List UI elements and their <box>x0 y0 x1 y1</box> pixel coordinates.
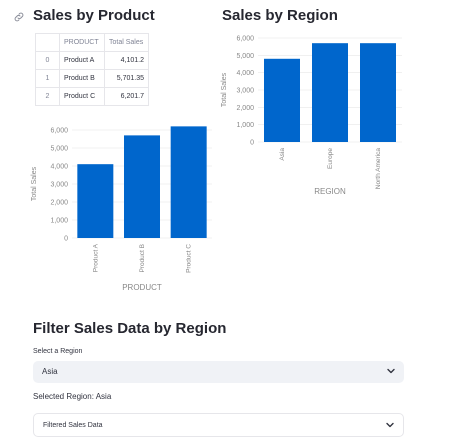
x-tick-label: Asia <box>279 148 286 161</box>
table-cell-sales: 6,201.7 <box>104 87 149 106</box>
sales-table[interactable]: PRODUCT Total Sales 0 Product A 4,101.2 … <box>35 33 149 106</box>
bar <box>170 126 207 238</box>
table-header-total-sales[interactable]: Total Sales <box>104 33 149 52</box>
region-select[interactable]: Asia <box>33 361 404 383</box>
y-tick-label: 2,000 <box>236 105 254 112</box>
link-icon[interactable] <box>13 11 25 23</box>
sales-by-product-title: Sales by Product <box>33 7 155 24</box>
y-axis-label: Total Sales <box>221 72 228 107</box>
region-sales-chart: 0 1,000 2,000 3,000 4,000 5,000 6,000 Total Sal… <box>221 36 402 196</box>
select-region-label: Select a Region <box>33 348 83 355</box>
y-tick-label: 3,000 <box>50 182 68 189</box>
y-tick-label: 4,000 <box>50 164 68 171</box>
y-tick-label: 1,000 <box>50 218 68 225</box>
y-tick-label: 1,000 <box>236 122 254 129</box>
table-cell-index: 0 <box>35 51 60 70</box>
y-axis-label: Total Sales <box>31 166 38 201</box>
product-sales-chart: 0 1,000 2,000 3,000 4,000 5,000 6,000 Total Sal… <box>31 126 212 292</box>
table-header-row: PRODUCT Total Sales <box>35 33 149 52</box>
table-cell-index: 2 <box>35 87 60 106</box>
y-tick-label: 6,000 <box>50 128 68 135</box>
chevron-down-icon <box>386 422 394 428</box>
table-header-product[interactable]: PRODUCT <box>59 33 105 52</box>
expander-label: Filtered Sales Data <box>43 422 103 429</box>
x-tick-label: Product A <box>92 243 99 272</box>
x-tick-label: North America <box>375 148 382 190</box>
y-tick-label: 5,000 <box>236 53 254 60</box>
filter-section-title: Filter Sales Data by Region <box>33 320 227 337</box>
y-tick-label: 5,000 <box>50 146 68 153</box>
y-tick-label: 2,000 <box>50 200 68 207</box>
sales-by-region-title: Sales by Region <box>222 7 338 24</box>
selected-region-text: Selected Region: Asia <box>33 392 112 401</box>
table-cell-product: Product A <box>59 51 105 70</box>
table-cell-product: Product B <box>59 69 105 88</box>
y-tick-label: 0 <box>250 140 254 147</box>
chevron-down-icon <box>387 368 395 374</box>
bar <box>264 58 300 142</box>
x-axis-label: REGION <box>314 187 346 196</box>
y-tick-label: 0 <box>64 236 68 243</box>
bar <box>77 164 114 238</box>
x-axis-label: PRODUCT <box>122 283 162 292</box>
table-cell-index: 1 <box>35 69 60 88</box>
bar <box>312 43 348 143</box>
bar <box>124 135 160 238</box>
x-tick-label: Product C <box>186 244 193 273</box>
table-row[interactable]: 1 Product B 5,701.35 <box>35 69 149 88</box>
table-cell-product: Product C <box>59 87 105 106</box>
x-tick-label: Product B <box>139 244 146 273</box>
x-tick-label: Europe <box>327 148 334 169</box>
table-header-index <box>35 33 60 52</box>
table-cell-sales: 4,101.2 <box>104 51 149 70</box>
table-row[interactable]: 0 Product A 4,101.2 <box>35 51 149 70</box>
y-tick-label: 3,000 <box>236 88 254 95</box>
table-row[interactable]: 2 Product C 6,201.7 <box>35 87 149 106</box>
table-cell-sales: 5,701.35 <box>104 69 149 88</box>
y-tick-label: 4,000 <box>236 70 254 77</box>
region-select-value: Asia <box>42 367 58 376</box>
bar <box>360 43 396 143</box>
y-tick-label: 6,000 <box>236 36 254 43</box>
filtered-sales-expander[interactable]: Filtered Sales Data <box>33 413 404 437</box>
